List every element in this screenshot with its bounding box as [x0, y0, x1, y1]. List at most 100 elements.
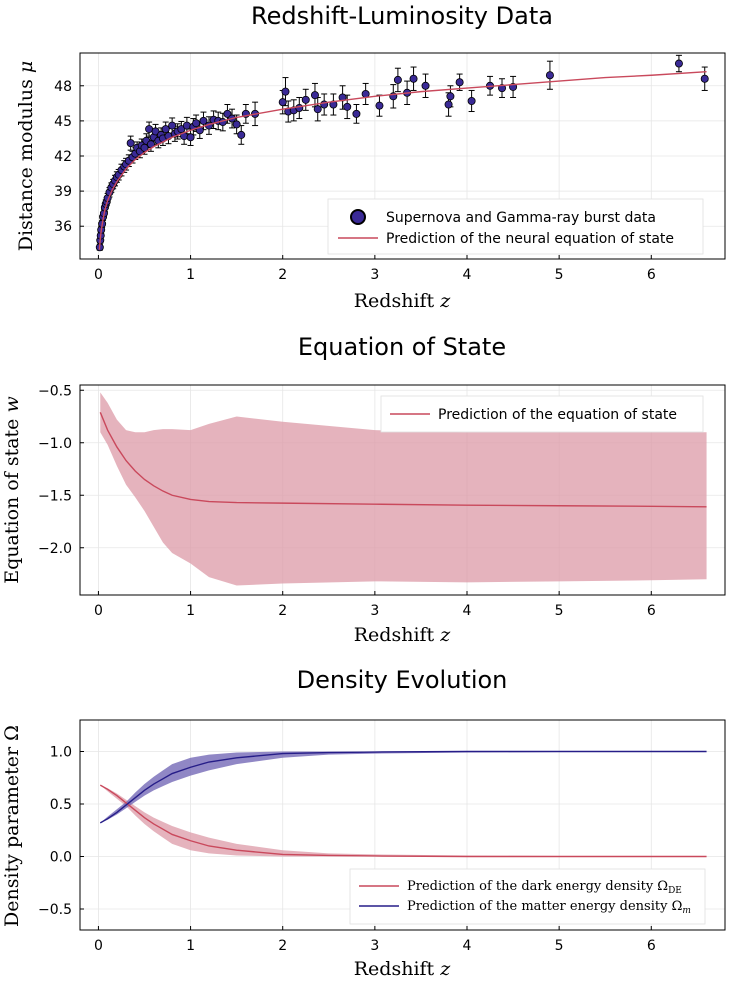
x-tick-label: 1 — [186, 267, 195, 283]
prediction-line — [98, 71, 707, 250]
panel1-y-axis-label: Distance modulus μ — [15, 61, 37, 252]
data-point — [352, 109, 361, 118]
panel3-x-axis-label-var: z — [439, 958, 451, 980]
panel1-grid — [80, 53, 725, 259]
data-point — [177, 125, 186, 134]
data-point — [444, 100, 453, 109]
x-tick-label: 4 — [463, 938, 472, 954]
x-tick-label: 5 — [555, 267, 564, 283]
dark-energy-band — [100, 785, 707, 857]
x-tick-label: 2 — [278, 267, 287, 283]
x-tick-label: 6 — [647, 938, 656, 954]
panel1-y-ticks: 36 39 42 45 48 — [54, 79, 84, 235]
panel2-marks — [99, 392, 707, 586]
panel1-legend: Supernova and Gamma-ray burst data Predi… — [327, 198, 704, 255]
x-tick-label: 6 — [647, 267, 656, 283]
y-tick-label: 42 — [54, 149, 72, 165]
y-tick-label: −0.5 — [38, 383, 72, 399]
x-tick-label: 6 — [647, 603, 656, 619]
legend-matter-label: Prediction of the matter energy density … — [407, 899, 691, 916]
x-tick-label: 3 — [370, 938, 379, 954]
x-tick-label: 1 — [186, 603, 195, 619]
y-tick-label: −0.5 — [38, 902, 72, 918]
panel3-marks — [99, 750, 707, 858]
panel3-y-axis-label: Density parameter Ω — [1, 725, 23, 927]
eos-uncertainty-band — [100, 392, 707, 586]
data-point — [409, 74, 418, 83]
panel2-y-axis-label-var: w — [1, 396, 23, 412]
y-tick-label: −1.5 — [38, 488, 72, 504]
data-point — [421, 81, 430, 90]
data-point — [168, 121, 177, 130]
data-point — [281, 87, 290, 96]
data-point — [126, 139, 135, 148]
panel2-x-axis-label-text: Redshift — [354, 624, 440, 646]
panel3-x-axis-label-text: Redshift — [354, 958, 440, 980]
x-tick-label: 3 — [370, 603, 379, 619]
eos-line — [99, 412, 707, 508]
data-point — [161, 125, 170, 134]
panel1-x-axis-label-var: z — [439, 290, 451, 312]
panel1-x-ticks: 0 1 2 3 4 5 6 — [94, 255, 656, 283]
legend-eos-label: Prediction of the equation of state — [438, 407, 677, 423]
matter-band — [100, 751, 707, 823]
data-point — [455, 78, 464, 87]
y-tick-label: 36 — [54, 219, 72, 235]
dark-energy-line — [99, 784, 707, 858]
panel3-legend: Prediction of the dark energy density ΩD… — [349, 868, 706, 925]
matter-line — [99, 750, 707, 824]
panel3-title: Density Evolution — [297, 666, 508, 694]
panel1-y-axis-label-var: μ — [15, 61, 37, 73]
data-point — [237, 130, 246, 139]
x-tick-label: 0 — [94, 938, 103, 954]
data-point — [199, 116, 208, 125]
legend-curve-label: Prediction of the neural equation of sta… — [386, 231, 674, 247]
x-tick-label: 0 — [94, 603, 103, 619]
legend-dark-energy-text: Prediction of the dark energy density Ω — [407, 879, 668, 894]
panel2-y-axis-label-text: Equation of state — [1, 413, 23, 584]
data-point — [545, 71, 554, 80]
panel2-y-ticks: −2.0 −1.5 −1.0 −0.5 — [38, 383, 84, 557]
y-tick-label: 39 — [54, 184, 72, 200]
panel2-x-ticks: 0 1 2 3 4 5 6 — [94, 591, 656, 619]
panel3-y-ticks: −0.5 0.0 0.5 1.0 — [38, 745, 84, 918]
x-tick-label: 5 — [555, 603, 564, 619]
x-tick-label: 0 — [94, 267, 103, 283]
panel1-y-axis-label-text: Distance modulus — [15, 73, 37, 251]
x-tick-label: 1 — [186, 938, 195, 954]
legend-scatter-marker — [350, 209, 366, 225]
data-point — [182, 121, 191, 130]
equation-of-state-panel: Equation of State 0 1 2 3 4 5 6 −2.0 −1.5 −1.0 −0… — [1, 333, 726, 646]
panel1-marks — [95, 54, 709, 252]
x-tick-label: 3 — [370, 267, 379, 283]
y-tick-label: −2.0 — [38, 541, 72, 557]
panel1-x-axis-label: Redshift z — [354, 290, 451, 312]
data-point — [232, 120, 241, 129]
data-point — [393, 75, 402, 84]
data-point — [301, 95, 310, 104]
panel1-title: Redshift-Luminosity Data — [251, 2, 553, 30]
legend-scatter-label: Supernova and Gamma-ray burst data — [386, 210, 656, 226]
panel3-plot-frame — [79, 719, 726, 931]
panel2-plot-frame — [79, 384, 726, 596]
y-tick-label: 1.0 — [50, 745, 72, 761]
data-point — [186, 133, 195, 142]
panel1-legend-box — [327, 198, 704, 255]
y-tick-label: 0.0 — [50, 850, 72, 866]
x-tick-label: 4 — [463, 603, 472, 619]
data-point — [498, 84, 507, 93]
panel3-y-axis-label-var: Ω — [1, 725, 23, 741]
panel2-x-axis-label: Redshift z — [354, 624, 451, 646]
data-point — [151, 127, 160, 136]
data-point — [446, 92, 455, 101]
x-tick-label: 4 — [463, 267, 472, 283]
panel3-y-axis-label-text: Density parameter — [1, 741, 23, 927]
panel3-x-ticks: 0 1 2 3 4 5 6 — [94, 926, 656, 954]
x-tick-label: 2 — [278, 938, 287, 954]
x-tick-label: 2 — [278, 603, 287, 619]
data-point — [313, 105, 322, 114]
data-point — [467, 96, 476, 105]
